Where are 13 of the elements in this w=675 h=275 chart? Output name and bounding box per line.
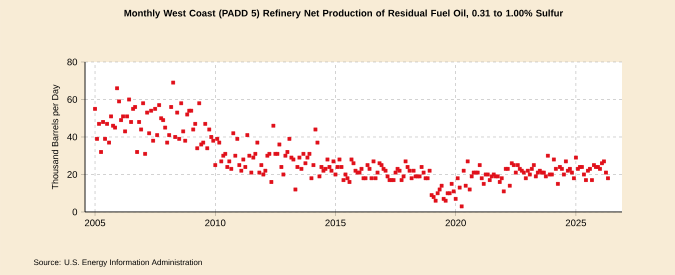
x-tick-label: 2010	[205, 220, 226, 226]
x-tick-label: 2005	[84, 220, 106, 226]
chart-title: Monthly West Coast (PADD 5) Refinery Net Production of Residual Fuel Oil, 0.31 to 1.00% Sulfur	[124, 10, 564, 18]
source-note: Source: U.S. Energy Information Administration	[34, 259, 202, 267]
y-tick-label: 80	[67, 58, 78, 66]
y-tick-label: 0	[72, 208, 78, 216]
y-tick-label: 20	[67, 171, 78, 178]
x-tick-label: 2025	[566, 220, 586, 226]
y-axis-title: Thousand Barrels per Day	[52, 84, 60, 190]
y-tick-label: 40	[67, 134, 78, 140]
y-tick-label: 60	[67, 96, 78, 103]
x-tick-label: 2015	[325, 220, 346, 226]
x-tick-label: 2020	[446, 220, 466, 226]
